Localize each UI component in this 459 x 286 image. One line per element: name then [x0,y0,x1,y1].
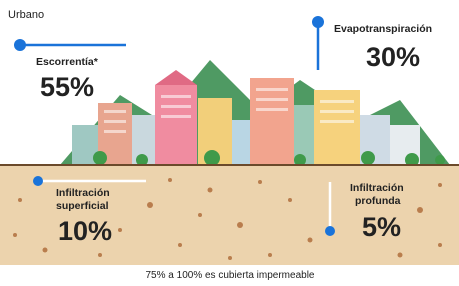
infographic: Urbano Escorrentía* 55% Evapotranspiraci… [0,0,459,286]
flow-label: profunda [355,195,401,207]
flow-value: 10% [58,216,112,246]
title: Urbano [8,9,44,21]
flow-label: Infiltración [56,187,110,199]
flow-label: Evapotranspiración [334,23,432,35]
flow-value: 5% [362,212,401,242]
flow-label: superficial [56,200,109,212]
arrow-head [14,39,26,51]
flow-label: Infiltración [350,182,404,194]
flow-label: Escorrentía* [36,56,99,68]
arrow-head [312,16,324,28]
city [72,70,445,167]
arrow-head [325,226,335,236]
footnote: 75% a 100% es cubierta impermeable [146,270,315,281]
flow-value: 55% [40,72,94,102]
arrow-head [33,176,43,186]
flow-value: 30% [366,42,420,72]
